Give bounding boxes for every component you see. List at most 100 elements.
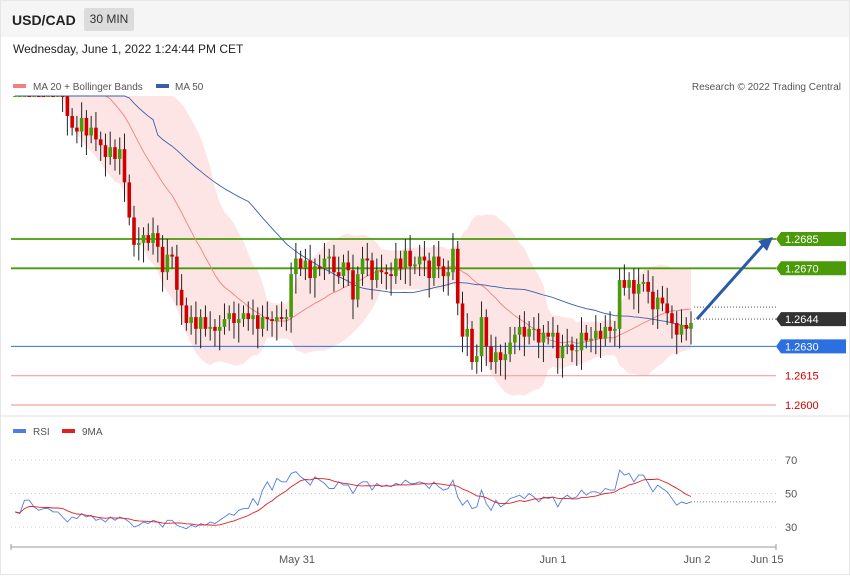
candle-body — [684, 324, 689, 329]
candle-body — [227, 313, 232, 320]
candle-body — [217, 326, 222, 331]
candle-body — [84, 117, 89, 136]
candle-body — [341, 262, 346, 277]
candle-body — [394, 258, 398, 277]
candle-body — [474, 356, 479, 363]
candle-body — [132, 217, 136, 245]
candle-body — [260, 317, 265, 329]
candle-body — [213, 326, 217, 331]
candle-body — [279, 317, 284, 320]
candle-body — [32, 96, 36, 97]
candle-body — [398, 258, 403, 269]
candle-body — [536, 328, 541, 343]
candle-body — [465, 328, 470, 337]
candle-body — [94, 127, 98, 140]
level-tag-bg-1.2670 — [776, 261, 846, 276]
level-label-1.2615: 1.2615 — [785, 371, 819, 383]
candle-body — [103, 145, 108, 157]
candle-body — [232, 313, 236, 323]
candle-body — [441, 266, 446, 277]
candle-body — [141, 235, 146, 243]
symbol-title: USD/CAD — [12, 12, 76, 28]
candle-body — [46, 96, 51, 97]
candle-body — [603, 326, 608, 339]
candle-body — [184, 305, 189, 323]
candle-body — [360, 258, 365, 275]
level-label-1.2630: 1.2630 — [785, 341, 819, 353]
candle-body — [313, 266, 317, 279]
candle-body — [160, 246, 165, 273]
candle-body — [136, 242, 141, 245]
candle-body — [355, 274, 360, 300]
candle-body — [108, 147, 113, 157]
forecast-arrow — [695, 237, 773, 321]
candle-body — [436, 256, 441, 267]
rsi-ma9-line — [14, 477, 692, 526]
candle-body — [98, 139, 103, 146]
forecast-arrow-shaft — [695, 243, 766, 321]
level-tag-bg-1.2644 — [776, 312, 846, 327]
candle-body — [27, 96, 32, 97]
candle-body — [646, 281, 650, 292]
candle-body — [65, 96, 70, 116]
candle-body — [479, 317, 484, 357]
candle-body — [198, 317, 203, 329]
level-label-1.2670: 1.2670 — [785, 263, 819, 275]
candle-body — [422, 256, 427, 261]
candle-body — [522, 326, 527, 337]
candle-body — [489, 346, 493, 363]
candles — [13, 96, 693, 380]
candle-body — [551, 332, 555, 337]
candle-body — [651, 291, 655, 310]
level-label-1.2685: 1.2685 — [785, 234, 819, 246]
bollinger-band-area — [15, 96, 691, 396]
candle-body — [170, 254, 174, 257]
candle-body — [427, 260, 431, 279]
candle-body — [632, 280, 636, 294]
x-tick-may-31: May 31 — [279, 554, 315, 566]
candle-body — [370, 260, 374, 281]
candle-body — [317, 266, 322, 269]
candle-body — [37, 96, 41, 97]
rsi-pane: 70 50 30 — [11, 455, 797, 534]
candle-body — [208, 326, 212, 329]
candle-body — [51, 96, 55, 97]
candle-body — [79, 117, 84, 132]
candle-body — [113, 147, 117, 159]
timeframe-button[interactable]: 30 MIN — [84, 8, 134, 31]
candle-body — [689, 322, 693, 329]
timestamp: Wednesday, June 1, 2022 1:24:44 PM CET — [13, 42, 244, 56]
candle-body — [555, 332, 560, 359]
rsi-tick-30: 30 — [785, 522, 797, 534]
credit-text: Research © 2022 Trading Central — [692, 82, 841, 93]
level-label-1.2600: 1.2600 — [785, 400, 819, 412]
candle-body — [70, 115, 74, 128]
candle-body — [56, 96, 60, 97]
level-tag-bg-1.2630 — [776, 339, 846, 354]
candle-body — [332, 256, 336, 273]
candle-body — [641, 281, 646, 284]
candle-body — [617, 280, 622, 329]
candle-body — [194, 317, 198, 329]
candle-body — [298, 258, 303, 269]
candle-body — [665, 303, 669, 314]
candle-body — [589, 338, 593, 341]
ma20-legend-label: MA 20 + Bollinger Bands — [33, 82, 143, 93]
candle-body — [122, 149, 127, 183]
ma50-legend-swatch — [156, 84, 169, 88]
candle-body — [322, 258, 327, 269]
rsi-line — [14, 469, 692, 530]
x-tick-jun-15: Jun 15 — [750, 554, 783, 566]
candle-body — [384, 272, 389, 275]
x-axis: May 31 Jun 1 Jun 2 Jun 15 — [10, 544, 784, 566]
candle-body — [327, 256, 331, 259]
candle-body — [294, 258, 298, 275]
candle-body — [679, 324, 684, 335]
ma50-legend-label: MA 50 — [175, 82, 204, 93]
candle-body — [346, 262, 351, 271]
level-tag-bg-1.2685 — [776, 232, 846, 246]
candle-body — [22, 96, 27, 97]
candle-body — [613, 328, 617, 331]
candle-body — [494, 352, 498, 363]
